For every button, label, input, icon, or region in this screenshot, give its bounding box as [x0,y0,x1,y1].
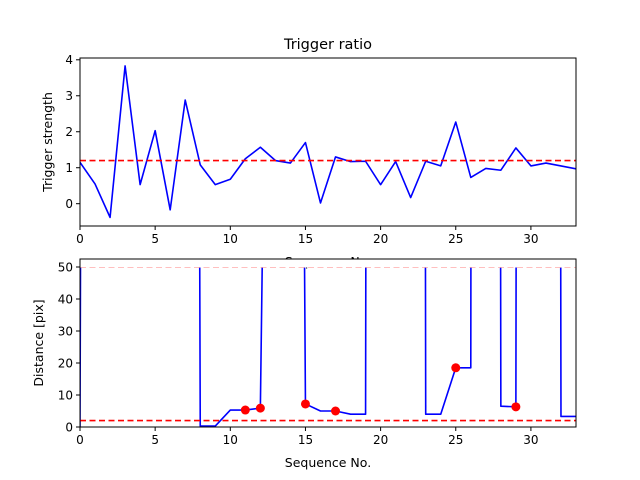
distance-series-layer [80,259,576,427]
data-point-marker [451,363,461,373]
x-tick-label: 25 [448,433,463,447]
y-tick-label: 20 [58,356,73,370]
data-point-marker [331,406,341,416]
x-tick-label: 10 [223,232,238,246]
y-tick-label: 40 [58,292,73,306]
x-tick-label: 25 [448,232,463,246]
chart-title: Trigger ratio [283,37,372,53]
x-axis-label: Sequence No. [285,455,371,470]
y-tick-label: 1 [65,161,73,175]
trigger-series-layer [80,65,576,219]
y-tick-label: 0 [65,197,73,211]
y-tick-label: 2 [65,125,73,139]
x-tick-label: 10 [223,433,238,447]
x-tick-label: 30 [523,232,538,246]
y-tick-label: 3 [65,89,73,103]
y-tick-label: 50 [58,260,73,274]
x-tick-label: 0 [76,232,84,246]
data-point-marker [511,402,521,412]
x-tick-label: 0 [76,433,84,447]
x-axis-ticks: 0 5 10 15 20 25 30 [76,226,539,246]
y-axis-label: Trigger strength [40,92,55,193]
y-tick-label: 10 [58,388,73,402]
data-point-marker [240,405,250,415]
y-axis-ticks: 0 10 20 30 40 50 [58,260,80,434]
trigger-ratio-chart: Trigger ratio 0 5 10 15 20 25 30 0 1 2 3 4 Trigger… [40,37,577,246]
y-tick-label: 30 [58,324,73,338]
x-tick-label: 20 [373,433,388,447]
x-tick-label: 15 [298,433,313,447]
x-tick-label: 5 [151,232,159,246]
series-line [80,65,576,219]
x-tick-label: 20 [373,232,388,246]
overlap-mask [80,259,576,268]
y-tick-label: 0 [65,420,73,434]
plot-frame [79,57,577,227]
x-tick-label: 5 [151,433,159,447]
data-point-marker [255,403,265,413]
x-axis-ticks: 0 5 10 15 20 25 30 [76,427,539,447]
series-line [80,259,576,427]
data-point-marker [300,399,310,409]
y-axis-label: Distance [pix] [31,299,46,386]
x-tick-label: 15 [298,232,313,246]
y-tick-label: 4 [65,53,73,67]
y-axis-ticks: 0 1 2 3 4 [65,53,80,211]
marker-layer [240,363,521,416]
x-tick-label: 30 [523,433,538,447]
